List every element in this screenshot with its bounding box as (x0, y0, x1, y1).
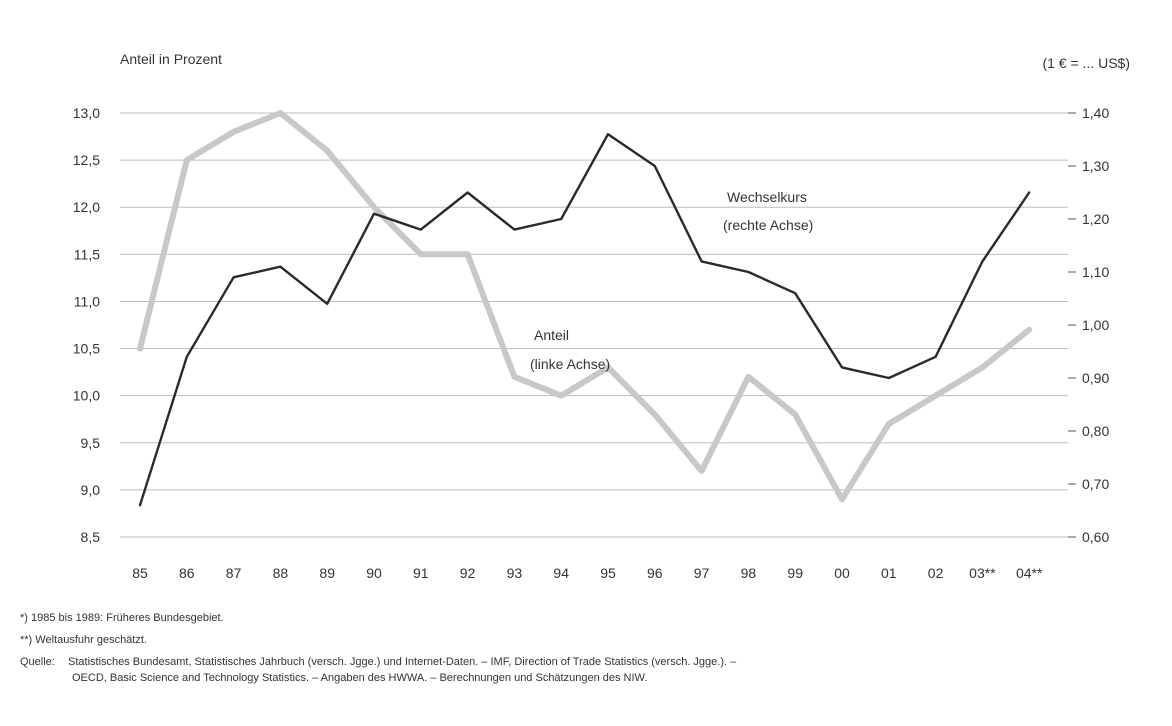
left-tick-label: 12,0 (73, 199, 100, 215)
x-tick-label: 87 (226, 565, 242, 581)
x-tick-label: 85 (132, 565, 148, 581)
series-lines (137, 110, 1033, 507)
x-tick-label: 88 (273, 565, 289, 581)
left-axis-title: Anteil in Prozent (120, 51, 222, 67)
grid-lines (120, 112, 1068, 538)
x-tick-label: 92 (460, 565, 476, 581)
right-tick-label: 1,20 (1082, 211, 1109, 227)
right-tick-label: 0,90 (1082, 370, 1109, 386)
left-tick-label: 10,5 (73, 341, 100, 357)
x-tick-label: 91 (413, 565, 429, 581)
x-tick-label: 04** (1016, 565, 1043, 581)
right-tick-label: 1,00 (1082, 317, 1109, 333)
right-axis-title: (1 € = ... US$) (1042, 55, 1130, 71)
right-tick-label: 1,10 (1082, 264, 1109, 280)
annotation-anteil-2: (linke Achse) (530, 356, 610, 372)
x-tick-label: 01 (881, 565, 897, 581)
source-line-2: OECD, Basic Science and Technology Stati… (72, 672, 648, 684)
footnote-2: **) Weltausfuhr geschätzt. (20, 634, 147, 646)
x-tick-label: 93 (507, 565, 523, 581)
left-tick-label: 11,5 (74, 246, 100, 262)
annotation-anteil-1: Anteil (534, 327, 569, 343)
left-tick-label: 9,0 (81, 482, 101, 498)
left-tick-label: 11,0 (74, 293, 100, 309)
right-axis-ticks: 1,40 1,30 1,20 1,10 1,00 0,90 0,80 0,70 0,60 (1068, 105, 1109, 545)
annotation-wechselkurs-1: Wechselkurs (727, 189, 807, 205)
source-line-1: Quelle: Statistisches Bundesamt, Statisti… (20, 654, 1160, 670)
footnotes: *) 1985 bis 1989: Früheres Bundesgebiet.… (20, 610, 1160, 686)
right-tick-label: 1,40 (1082, 105, 1109, 121)
right-tick-label: 0,60 (1082, 529, 1109, 545)
x-tick-label: 95 (600, 565, 616, 581)
series-line-anteil (137, 110, 1033, 503)
right-tick-label: 1,30 (1082, 158, 1109, 174)
left-tick-label: 12,5 (73, 152, 100, 168)
x-tick-label: 00 (834, 565, 850, 581)
x-tick-label: 94 (553, 565, 569, 581)
x-tick-label: 99 (787, 565, 803, 581)
footnote-1: *) 1985 bis 1989: Früheres Bundesgebiet. (20, 612, 224, 624)
source-text-1: Statistisches Bundesamt, Statistisches J… (68, 656, 737, 668)
right-tick-label: 0,80 (1082, 423, 1109, 439)
source-label: Quelle: (20, 656, 55, 668)
left-tick-label: 8,5 (81, 529, 101, 545)
x-tick-label: 02 (928, 565, 944, 581)
annotation-wechselkurs-2: (rechte Achse) (723, 217, 813, 233)
series-line-wechselkurs (138, 132, 1031, 507)
left-axis-ticks: 13,0 12,5 12,0 11,5 11,0 10,5 10,0 9,5 9,0 8,5 (73, 105, 100, 545)
left-tick-label: 9,5 (81, 435, 101, 451)
line-chart: Anteil in Prozent (1 € = ... US$) 13,0 12… (73, 51, 1130, 581)
x-tick-label: 86 (179, 565, 195, 581)
x-tick-label: 97 (694, 565, 710, 581)
x-axis-ticks: 85 86 87 88 89 90 91 92 93 94 95 96 97 98 99 00 01 02 03**… (132, 565, 1043, 581)
left-tick-label: 13,0 (73, 105, 100, 121)
x-tick-label: 03** (969, 565, 996, 581)
right-tick-label: 0,70 (1082, 476, 1109, 492)
left-tick-label: 10,0 (73, 388, 100, 404)
x-tick-label: 89 (319, 565, 335, 581)
x-tick-label: 90 (366, 565, 382, 581)
x-tick-label: 98 (741, 565, 757, 581)
x-tick-label: 96 (647, 565, 663, 581)
